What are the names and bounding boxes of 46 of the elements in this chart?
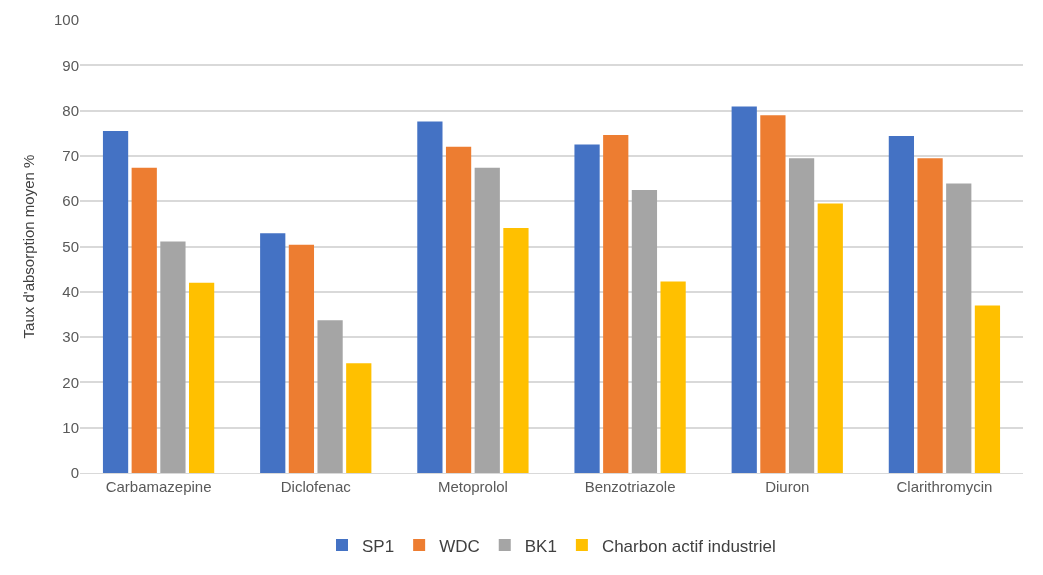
bar (731, 106, 757, 473)
bar (760, 115, 786, 473)
bar (317, 320, 343, 473)
x-tick-label: Benzotriazole (584, 478, 676, 495)
bar (102, 130, 129, 473)
bar (888, 135, 915, 473)
bar (660, 281, 686, 473)
y-tick-label: 70 (62, 147, 79, 165)
y-tick-label: 60 (62, 192, 79, 210)
x-tick-label: Clarithromycin (896, 478, 993, 495)
y-tick-label: 80 (62, 101, 79, 119)
y-tick-label: 100 (53, 11, 79, 29)
y-tick-label: 20 (62, 373, 79, 391)
y-tick-label: 0 (70, 464, 79, 482)
bar (917, 158, 943, 473)
x-tick-label: Carbamazepine (105, 478, 212, 495)
bar (188, 282, 215, 473)
legend-label: Charbon actif industriel (601, 536, 776, 556)
bar (974, 305, 1001, 473)
bar (503, 227, 529, 473)
bar (574, 144, 600, 473)
legend-label: SP1 (362, 536, 395, 556)
y-tick-label: 10 (62, 418, 79, 436)
bar (474, 167, 500, 473)
bar (160, 241, 186, 473)
bar (631, 189, 658, 473)
bar (417, 121, 443, 473)
bar (346, 363, 372, 473)
bar (603, 135, 629, 473)
bar (131, 167, 157, 473)
y-tick-label: 90 (62, 56, 79, 74)
bar (946, 183, 972, 473)
bar (817, 203, 843, 473)
legend-label: WDC (439, 536, 480, 556)
y-tick-label: 40 (62, 283, 79, 301)
y-tick-label: 50 (62, 237, 79, 255)
x-tick-label: Metoprolol (437, 478, 508, 495)
bar (788, 158, 815, 473)
bar (260, 233, 286, 473)
y-tick-label: 30 (62, 328, 79, 346)
x-tick-label: Diclofenac (280, 478, 352, 495)
x-tick-label: Diuron (765, 478, 810, 495)
legend-label: BK1 (524, 536, 557, 556)
bar (445, 146, 472, 473)
bar (288, 244, 315, 473)
y-axis-title: Taux d'absorption moyen % (20, 154, 38, 339)
